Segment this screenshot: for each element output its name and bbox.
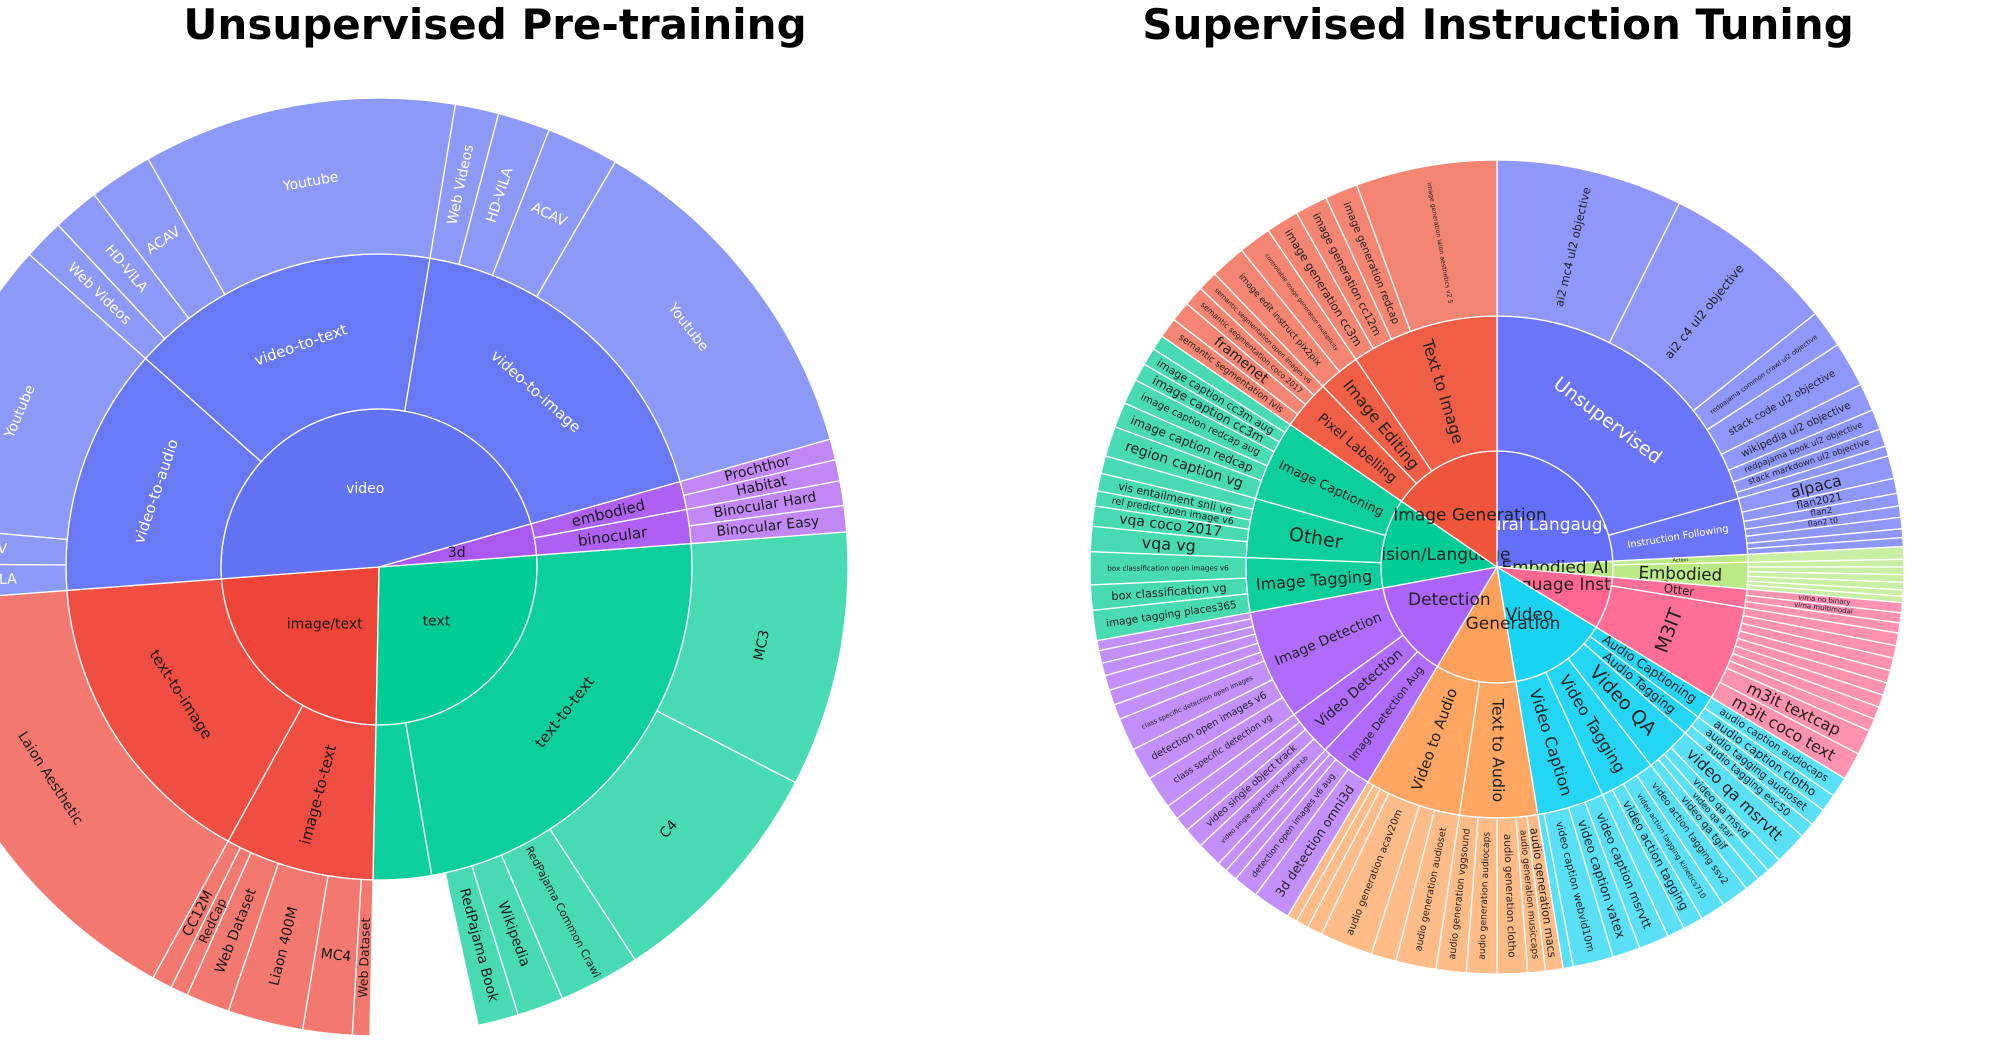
segment-image-generation-laion-aesthetics-v2-5-d7-2-3[interactable] — [1355, 159, 1498, 333]
label-video-d3: Video — [1506, 605, 1554, 625]
label-detection-d5: Detection — [1408, 590, 1491, 610]
label-flan2-d0-1-2: flan2 — [1810, 506, 1833, 520]
label-acav-d2-0-1: ACAV — [0, 540, 8, 558]
segment-binocular-easy-d3-1-1[interactable] — [688, 504, 848, 545]
label-vqa-vg-d6-1-0: vqa vg — [1141, 533, 1196, 556]
label-mc4-d1-0-1: MC4 — [320, 946, 352, 965]
label-image-text-d1: image/text — [287, 616, 363, 632]
label-image-generation-d7: Image Generation — [1393, 506, 1546, 526]
label-video-d2: video — [346, 481, 384, 497]
label-3d-d3: 3d — [448, 545, 466, 561]
label-audio-generation-clotho-d4-0-2: audio generation clotho — [1501, 834, 1518, 958]
label-natural-langauge-d0: Natural Langauge — [1461, 515, 1613, 535]
label-action-d1-0: Action — [1672, 557, 1688, 564]
label-mc3-d0-0-0: MC3 — [751, 629, 773, 662]
label-web-dataset-d1-0-0: Web Dataset — [355, 917, 373, 998]
chart-title-right: Supervised Instruction Tuning — [1142, 0, 1854, 49]
label-embodied-d1-1: Embodied — [1638, 562, 1722, 585]
label-text-d0: text — [423, 613, 451, 629]
segment-laion-aesthetic-d1-1-0[interactable] — [0, 589, 229, 979]
label-hd-vila-d2-0-0: HD-VILA — [0, 571, 17, 589]
segment-redpajama-book-d0-0-4[interactable] — [444, 865, 519, 1027]
label-otter-d2-0: Otter — [1663, 581, 1695, 599]
label-audio-generation-audiocaps-d4-0-3: audio generation audiocaps — [1477, 831, 1493, 960]
chart-title-left: Unsupervised Pre-training — [183, 0, 807, 49]
label-text-to-audio-d4-0: Text to Audio — [1488, 698, 1508, 802]
label-box-classification-open-images-v6-d6-0-2: box classification open images v6 — [1107, 563, 1229, 572]
